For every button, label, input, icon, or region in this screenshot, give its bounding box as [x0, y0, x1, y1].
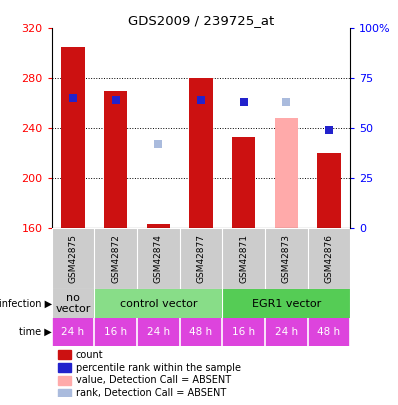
Text: rank, Detection Call = ABSENT: rank, Detection Call = ABSENT	[76, 388, 226, 398]
Bar	[317, 153, 341, 228]
Bar	[137, 318, 179, 345]
Text: GSM42876: GSM42876	[324, 234, 334, 283]
Text: GSM42873: GSM42873	[282, 234, 291, 283]
Bar	[58, 350, 71, 359]
Text: GSM42871: GSM42871	[239, 234, 248, 283]
Text: count: count	[76, 350, 103, 360]
Text: infection ▶: infection ▶	[0, 298, 52, 309]
Bar	[265, 318, 308, 345]
Text: 48 h: 48 h	[189, 327, 213, 337]
Text: 16 h: 16 h	[104, 327, 127, 337]
Bar	[222, 288, 350, 318]
Bar	[58, 376, 71, 385]
Bar	[104, 91, 127, 228]
Text: GSM42874: GSM42874	[154, 234, 163, 283]
Bar	[308, 318, 350, 345]
Bar	[58, 389, 71, 397]
Text: percentile rank within the sample: percentile rank within the sample	[76, 362, 241, 373]
Bar	[222, 318, 265, 345]
Bar	[52, 288, 94, 318]
Text: no
vector: no vector	[55, 293, 91, 314]
Bar	[52, 318, 94, 345]
Text: value, Detection Call = ABSENT: value, Detection Call = ABSENT	[76, 375, 231, 386]
Text: 16 h: 16 h	[232, 327, 255, 337]
Bar	[308, 228, 350, 288]
Text: GSM42872: GSM42872	[111, 234, 120, 283]
Bar	[52, 228, 94, 288]
Bar	[275, 118, 298, 228]
Bar	[61, 47, 85, 228]
Bar	[94, 318, 137, 345]
Text: time ▶: time ▶	[19, 327, 52, 337]
Bar	[189, 78, 213, 228]
Bar	[137, 228, 179, 288]
Bar	[146, 224, 170, 228]
Title: GDS2009 / 239725_at: GDS2009 / 239725_at	[128, 14, 274, 27]
Bar	[58, 363, 71, 372]
Bar	[179, 228, 222, 288]
Bar	[265, 228, 308, 288]
Text: GSM42877: GSM42877	[197, 234, 205, 283]
Text: 24 h: 24 h	[147, 327, 170, 337]
Text: EGR1 vector: EGR1 vector	[252, 298, 321, 309]
Text: 24 h: 24 h	[62, 327, 85, 337]
Text: GSM42875: GSM42875	[68, 234, 78, 283]
Text: control vector: control vector	[119, 298, 197, 309]
Text: 24 h: 24 h	[275, 327, 298, 337]
Bar	[94, 228, 137, 288]
Bar	[232, 137, 256, 228]
Bar	[222, 228, 265, 288]
Bar	[179, 318, 222, 345]
Text: 48 h: 48 h	[317, 327, 340, 337]
Bar	[94, 288, 222, 318]
